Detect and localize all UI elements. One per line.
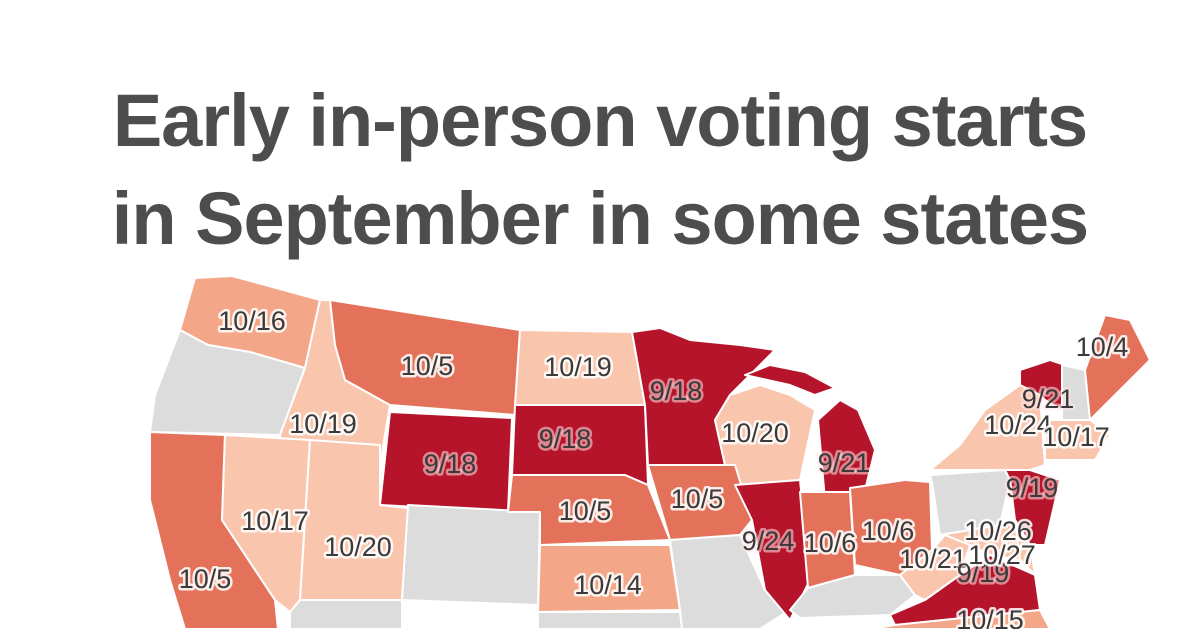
state-ok: [537, 611, 683, 629]
state-label-in: 10/6: [804, 528, 857, 558]
state-label-mi: 9/21: [818, 448, 871, 478]
state-label-ca: 10/5: [179, 564, 232, 594]
state-label-ia: 10/5: [671, 484, 724, 514]
state-il: [734, 479, 811, 621]
title-line-1: Early in-person voting starts: [112, 79, 1088, 162]
state-label-de: 10/27: [968, 540, 1036, 570]
state-label-md: 10/26: [964, 516, 1032, 546]
state-label-nv: 10/17: [241, 506, 309, 536]
state-az: [289, 599, 403, 629]
state-ma: [1044, 419, 1111, 461]
state-label-wy: 9/18: [424, 449, 477, 479]
state-label-oh: 10/6: [862, 516, 915, 546]
title-line-2: in September in some states: [111, 177, 1089, 260]
state-label-ks: 10/14: [574, 570, 642, 600]
state-ia: [647, 464, 753, 541]
state-label-ut: 10/20: [324, 532, 392, 562]
state-nc: [869, 609, 1051, 629]
state-mo: [669, 534, 791, 629]
state-label-sd: 9/18: [539, 424, 592, 454]
state-label-ma: 10/17: [1042, 422, 1110, 452]
state-co: [401, 504, 541, 606]
state-label-mt: 10/5: [401, 351, 454, 381]
state-label-il: 9/24: [742, 526, 795, 556]
state-ne: [507, 474, 671, 546]
state-wv: [899, 534, 971, 601]
state-label-nj: 9/19: [1006, 473, 1059, 503]
state-de: [1014, 519, 1036, 576]
state-label-wv: 10/21: [899, 544, 967, 574]
state-label-nd: 10/19: [544, 352, 612, 382]
state-label-id: 10/19: [289, 409, 357, 439]
state-label-ne: 10/5: [559, 496, 612, 526]
state-label-mn: 9/18: [650, 376, 703, 406]
state-label-wa: 10/16: [218, 306, 286, 336]
state-label-nc: 10/15: [956, 605, 1024, 629]
state-label-ny: 10/24: [984, 410, 1052, 440]
state-label-wi: 10/20: [721, 418, 789, 448]
state-me: [1084, 314, 1151, 421]
state-label-va: 9/19: [957, 558, 1010, 588]
state-label-me: 10/4: [1076, 332, 1129, 362]
page-title: Early in-person voting starts in Septemb…: [0, 72, 1200, 268]
state-label-vt: 9/21: [1022, 384, 1075, 414]
state-vt: [1019, 359, 1066, 411]
